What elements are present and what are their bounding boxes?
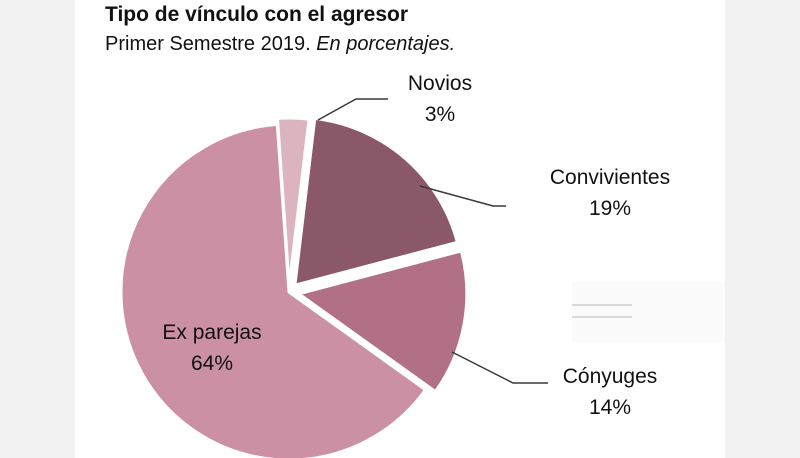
pie-slice-convivientes <box>293 116 459 287</box>
background-artifact <box>572 282 725 342</box>
slice-label-novios: Novios <box>408 72 472 95</box>
slice-value-convivientes: 19% <box>589 197 631 220</box>
pie-slice-conyuges <box>297 249 469 394</box>
leader-line-convivientes <box>419 185 506 207</box>
slice-value-novios: 3% <box>425 103 455 126</box>
leader-lines <box>317 98 548 384</box>
pie-slice-ex-parejas <box>119 122 428 458</box>
chart-title: Tipo de vínculo con el agresor <box>105 3 409 26</box>
slice-value-conyuges: 14% <box>589 396 631 419</box>
subtitle-period: Primer Semestre 2019. <box>105 33 311 55</box>
leader-line-conyuges <box>451 351 548 384</box>
pie-slices <box>119 116 469 458</box>
chart-subtitle: Primer Semestre 2019. En porcentajes. <box>105 33 455 56</box>
leader-line-novios <box>317 98 388 121</box>
slice-label-ex-parejas: Ex parejas <box>162 321 261 344</box>
pie-slice-novios <box>275 116 311 288</box>
subtitle-unit: En porcentajes. <box>316 33 456 55</box>
slice-label-conyuges: Cónyuges <box>563 365 658 388</box>
slice-value-ex-parejas: 64% <box>191 352 233 375</box>
slice-labels: Novios 3% Convivientes 19% Cónyuges 14% Ex par… <box>162 72 670 419</box>
slice-label-convivientes: Convivientes <box>550 166 670 189</box>
